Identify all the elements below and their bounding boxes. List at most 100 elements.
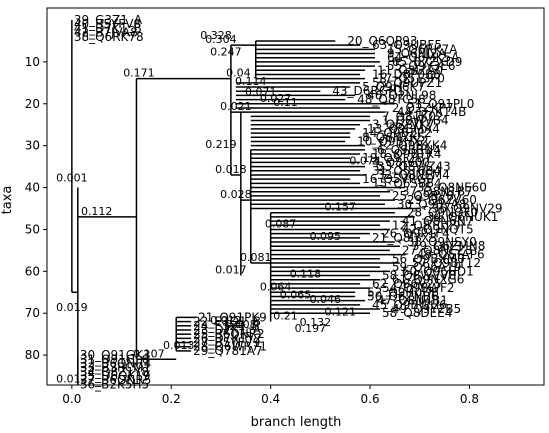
leaf-label: 22_E3Q1_B <box>193 315 261 329</box>
leaf-label: 58_Q8DEE4 <box>382 306 452 320</box>
y-tick-label: 40 <box>25 181 40 195</box>
branch-length-label: 0.081 <box>240 251 272 264</box>
leaf-label: 3_Q6ZVK7 <box>372 118 435 132</box>
branches <box>71 20 420 385</box>
y-tick-label: 30 <box>25 139 40 153</box>
branch-length-label: 0.012 <box>210 314 242 327</box>
leaf-label: 18_Q9BTK4 <box>372 147 441 161</box>
leaf-label: 25_B6QNR2 <box>193 327 265 341</box>
leaf-label: 15_Q6RK7A <box>387 42 458 56</box>
leaf-label: 29_Q6ZV60 <box>407 193 477 207</box>
branch-length-label: 0.087 <box>265 217 297 230</box>
leaf-label: 42_Q9NQT5 <box>402 222 474 236</box>
plot-frame <box>46 7 545 386</box>
leaf-label: 50_Q6ZNB6 <box>367 289 438 303</box>
leaf-label: 16_Q5VRG0 <box>362 172 434 186</box>
leaf-label: 2_Q2ZKP7 <box>392 101 454 115</box>
leaf-label: 62_Q86V25 <box>372 277 441 291</box>
leaf-label: 10_Q9BHX2 <box>357 134 428 148</box>
branch-length-label: 0.157 <box>324 201 356 214</box>
leaf-label: 52_Q9H0D6 <box>367 285 439 299</box>
leaf-label: 31_Q91GL0 <box>80 352 150 366</box>
branch-length-label: 0.197 <box>295 322 327 335</box>
branch-length-label: 0.018 <box>215 163 247 176</box>
leaf-label: 39_G3Z1_A <box>74 13 143 27</box>
leaf-label: 41_Q8N6N7 <box>402 214 474 228</box>
leaf-label: 7_Q81K02 <box>382 109 444 123</box>
x-axis-label: branch length <box>251 415 342 430</box>
leaf-label: 12_Q9BXK4 <box>377 139 447 153</box>
leaf-label: 8_Q6NXK5 <box>362 130 425 144</box>
leaf-label: 9_Q6NJ2A <box>387 47 447 61</box>
branch-length-label: 0.021 <box>220 100 252 113</box>
leaf-label: 6_Q9BRN4 <box>377 143 441 157</box>
branch-length-label: 0.013 <box>163 339 195 352</box>
leaf-label: 30_Q9BVA8 <box>397 197 467 211</box>
leaf-label: 40_B5YFV8 <box>74 17 141 31</box>
branch-length-label: 0.21 <box>273 310 298 323</box>
leaf-label: 36_B2K5H5 <box>80 377 149 391</box>
branch-length-label: 0.11 <box>273 96 298 109</box>
leaf-label: 13_Q9BMA4 <box>367 122 440 136</box>
leaf-label: 36_Q9NV29 <box>432 202 503 216</box>
branch-length-label: 0.046 <box>310 293 342 306</box>
branch-length-label: 0.108 <box>225 318 257 331</box>
y-tick-label: 50 <box>25 222 40 236</box>
leaf-label: 21_Q91PK9 <box>198 310 267 324</box>
y-tick-label: 20 <box>25 97 40 111</box>
branch-length-label: 0.112 <box>81 205 113 218</box>
y-axis-label: taxa <box>0 186 15 215</box>
leaf-label: 37_Q8N1B7 <box>402 185 473 199</box>
leaf-label: 15_Q6SB64 <box>372 176 441 190</box>
branch-length-label: 0.04 <box>226 67 251 80</box>
x-tick-label: 0.2 <box>162 392 181 406</box>
plot-border <box>46 7 545 386</box>
leaf-label: 58_Q8WVV8 <box>382 269 456 283</box>
y-tick-label: 70 <box>25 306 40 320</box>
leaf-label: 40_Q5TAP6 <box>417 248 485 262</box>
branch-length-label: 0.247 <box>210 46 242 59</box>
branch-length-label: 0.012 <box>56 372 88 385</box>
leaf-label: 21_Q8IYX3 <box>372 231 437 245</box>
leaf-label: 46_Q2NL98 <box>367 88 436 102</box>
branch-length-label: 0.121 <box>324 305 356 318</box>
leaf-label: 59_Q96A19 <box>392 260 461 274</box>
leaf-label: 12_Q8TC29 <box>392 218 461 232</box>
leaf-label: 56_Q9BXM0 <box>392 252 465 266</box>
leaf-label: 44_D7K14B <box>397 105 467 119</box>
leaf-label: 33_B3RCM1 <box>80 361 151 375</box>
leaf-label: 41_D7K1_B <box>74 21 142 35</box>
leaf-label: 49_Q9Y2B5 <box>392 302 461 316</box>
leaf-label: 57_Q9BT12 <box>412 256 481 270</box>
leaf-label: 34_Q6NUK1 <box>427 210 499 224</box>
leaf-labels: 39_G3Z1_A40_B5YFV841_D7K1_B42_B7JVA838_Q… <box>74 13 503 391</box>
branch-length-label: 0.027 <box>260 92 292 105</box>
axes: 0.0 0.2 0.4 0.6 0.8 10 20 30 40 50 60 70 80 <box>25 55 479 406</box>
leaf-label: 38_Q6RK78 <box>74 30 144 44</box>
leaf-label: 61_Q9NXG6 <box>392 273 464 287</box>
branch-length-label: 0.107 <box>133 347 165 360</box>
leaf-label: 25_Q9BV87 <box>392 189 462 203</box>
leaf-label: 37_B6QNR5 <box>80 373 152 387</box>
leaf-label: 34_Q8Z1Y8 <box>80 365 149 379</box>
branch-length-label: 0.132 <box>300 316 332 329</box>
leaf-label: 47_Q8N4B1 <box>377 294 448 308</box>
leaf-label: 45_Q9BWH6 <box>372 298 447 312</box>
branch-length-label: 0.114 <box>235 75 267 88</box>
leaf-label: 48_Q8TC58 <box>357 93 426 107</box>
leaf-label: 53_Q9UPZ1 <box>372 76 442 90</box>
leaf-label: 26_D7K1Y2 <box>193 331 262 345</box>
branch-length-label: 0.304 <box>205 33 237 46</box>
y-tick-label: 80 <box>25 348 40 362</box>
leaf-label: 27_B5YFV9 <box>193 336 260 350</box>
leaf-label: 51_Q91PL0 <box>407 97 475 111</box>
leaf-label: 35_Q8NE60 <box>417 181 487 195</box>
leaf-label: 38_Q9NSY0 <box>407 235 477 249</box>
leaf-label: 30_Q91GK3 <box>80 348 151 362</box>
leaf-label: 39_Q6ZMN8 <box>412 239 486 253</box>
y-tick-label: 10 <box>25 55 40 69</box>
branch-length-label: 0.328 <box>200 29 232 42</box>
x-tick-label: 0.6 <box>361 392 380 406</box>
x-tick-label: 0.0 <box>62 392 81 406</box>
